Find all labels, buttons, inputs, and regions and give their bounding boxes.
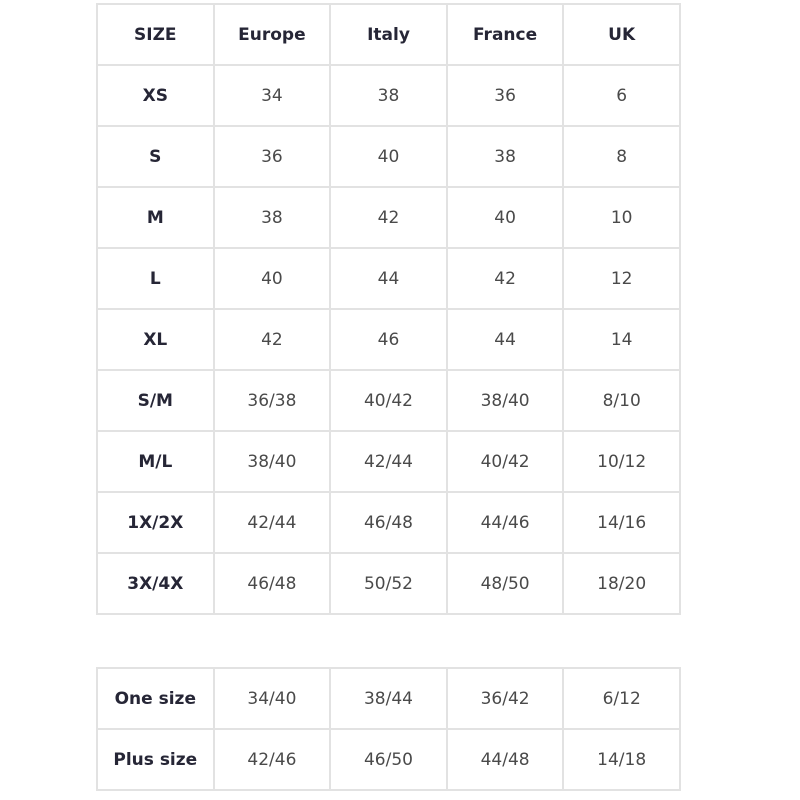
size-label-cell: XL xyxy=(96,308,215,371)
size-label-cell: Plus size xyxy=(96,728,215,791)
size-value-cell: 38/40 xyxy=(445,369,565,432)
size-value-cell: 44/46 xyxy=(445,491,565,554)
size-value-cell: 40/42 xyxy=(329,369,448,432)
table-row: XL 42 46 44 14 xyxy=(96,308,681,371)
table-row: 1X/2X 42/44 46/48 44/46 14/16 xyxy=(96,491,681,554)
size-value-cell: 14/16 xyxy=(562,491,681,554)
size-value-cell: 46 xyxy=(329,308,448,371)
table-row: S/M 36/38 40/42 38/40 8/10 xyxy=(96,369,681,432)
size-value-cell: 42 xyxy=(212,308,332,371)
size-value-cell: 46/48 xyxy=(329,491,448,554)
size-value-cell: 46/50 xyxy=(329,728,448,791)
size-value-cell: 14/18 xyxy=(562,728,681,791)
table-row: S 36 40 38 8 xyxy=(96,125,681,188)
size-label-cell: 1X/2X xyxy=(96,491,215,554)
size-value-cell: 38/44 xyxy=(329,667,448,730)
size-value-cell: 36 xyxy=(212,125,332,188)
size-label-cell: One size xyxy=(96,667,215,730)
table-row: 3X/4X 46/48 50/52 48/50 18/20 xyxy=(96,552,681,615)
size-value-cell: 38 xyxy=(445,125,565,188)
size-label-cell: S/M xyxy=(96,369,215,432)
size-label-cell: XS xyxy=(96,64,215,127)
table-row: Plus size 42/46 46/50 44/48 14/18 xyxy=(96,728,681,791)
column-header: Italy xyxy=(329,3,448,66)
size-value-cell: 38 xyxy=(329,64,448,127)
size-value-cell: 42 xyxy=(329,186,448,249)
size-value-cell: 44 xyxy=(329,247,448,310)
size-value-cell: 40 xyxy=(445,186,565,249)
size-value-cell: 42/44 xyxy=(212,491,332,554)
size-value-cell: 38/40 xyxy=(212,430,332,493)
table-row: XS 34 38 36 6 xyxy=(96,64,681,127)
size-value-cell: 8 xyxy=(562,125,681,188)
size-label-cell: S xyxy=(96,125,215,188)
column-header: France xyxy=(445,3,565,66)
size-value-cell: 44 xyxy=(445,308,565,371)
size-value-cell: 14 xyxy=(562,308,681,371)
size-value-cell: 8/10 xyxy=(562,369,681,432)
size-value-cell: 40 xyxy=(212,247,332,310)
size-value-cell: 46/48 xyxy=(212,552,332,615)
table-row: M/L 38/40 42/44 40/42 10/12 xyxy=(96,430,681,493)
table-row: M 38 42 40 10 xyxy=(96,186,681,249)
size-value-cell: 40 xyxy=(329,125,448,188)
size-value-cell: 50/52 xyxy=(329,552,448,615)
size-label-cell: L xyxy=(96,247,215,310)
size-value-cell: 18/20 xyxy=(562,552,681,615)
size-value-cell: 36/42 xyxy=(445,667,565,730)
table-row: One size 34/40 38/44 36/42 6/12 xyxy=(96,667,681,730)
size-value-cell: 38 xyxy=(212,186,332,249)
size-value-cell: 36/38 xyxy=(212,369,332,432)
size-value-cell: 42 xyxy=(445,247,565,310)
size-value-cell: 10/12 xyxy=(562,430,681,493)
column-header: Europe xyxy=(212,3,332,66)
size-value-cell: 34/40 xyxy=(212,667,332,730)
header-row: SIZE Europe Italy France UK xyxy=(96,3,681,66)
size-value-cell: 12 xyxy=(562,247,681,310)
size-value-cell: 36 xyxy=(445,64,565,127)
size-label-cell: 3X/4X xyxy=(96,552,215,615)
size-value-cell: 42/44 xyxy=(329,430,448,493)
size-value-cell: 10 xyxy=(562,186,681,249)
column-header: UK xyxy=(562,3,681,66)
size-label-cell: M/L xyxy=(96,430,215,493)
size-chart-table: SIZE Europe Italy France UK XS 34 38 36 6 S 36 40 38… xyxy=(96,3,681,615)
size-value-cell: 48/50 xyxy=(445,552,565,615)
table-row: L 40 44 42 12 xyxy=(96,247,681,310)
column-header: SIZE xyxy=(96,3,215,66)
size-value-cell: 6 xyxy=(562,64,681,127)
size-value-cell: 44/48 xyxy=(445,728,565,791)
size-value-cell: 40/42 xyxy=(445,430,565,493)
size-value-cell: 6/12 xyxy=(562,667,681,730)
size-value-cell: 34 xyxy=(212,64,332,127)
special-sizes-table: One size 34/40 38/44 36/42 6/12 Plus size 42/4… xyxy=(96,667,681,791)
size-label-cell: M xyxy=(96,186,215,249)
size-value-cell: 42/46 xyxy=(212,728,332,791)
